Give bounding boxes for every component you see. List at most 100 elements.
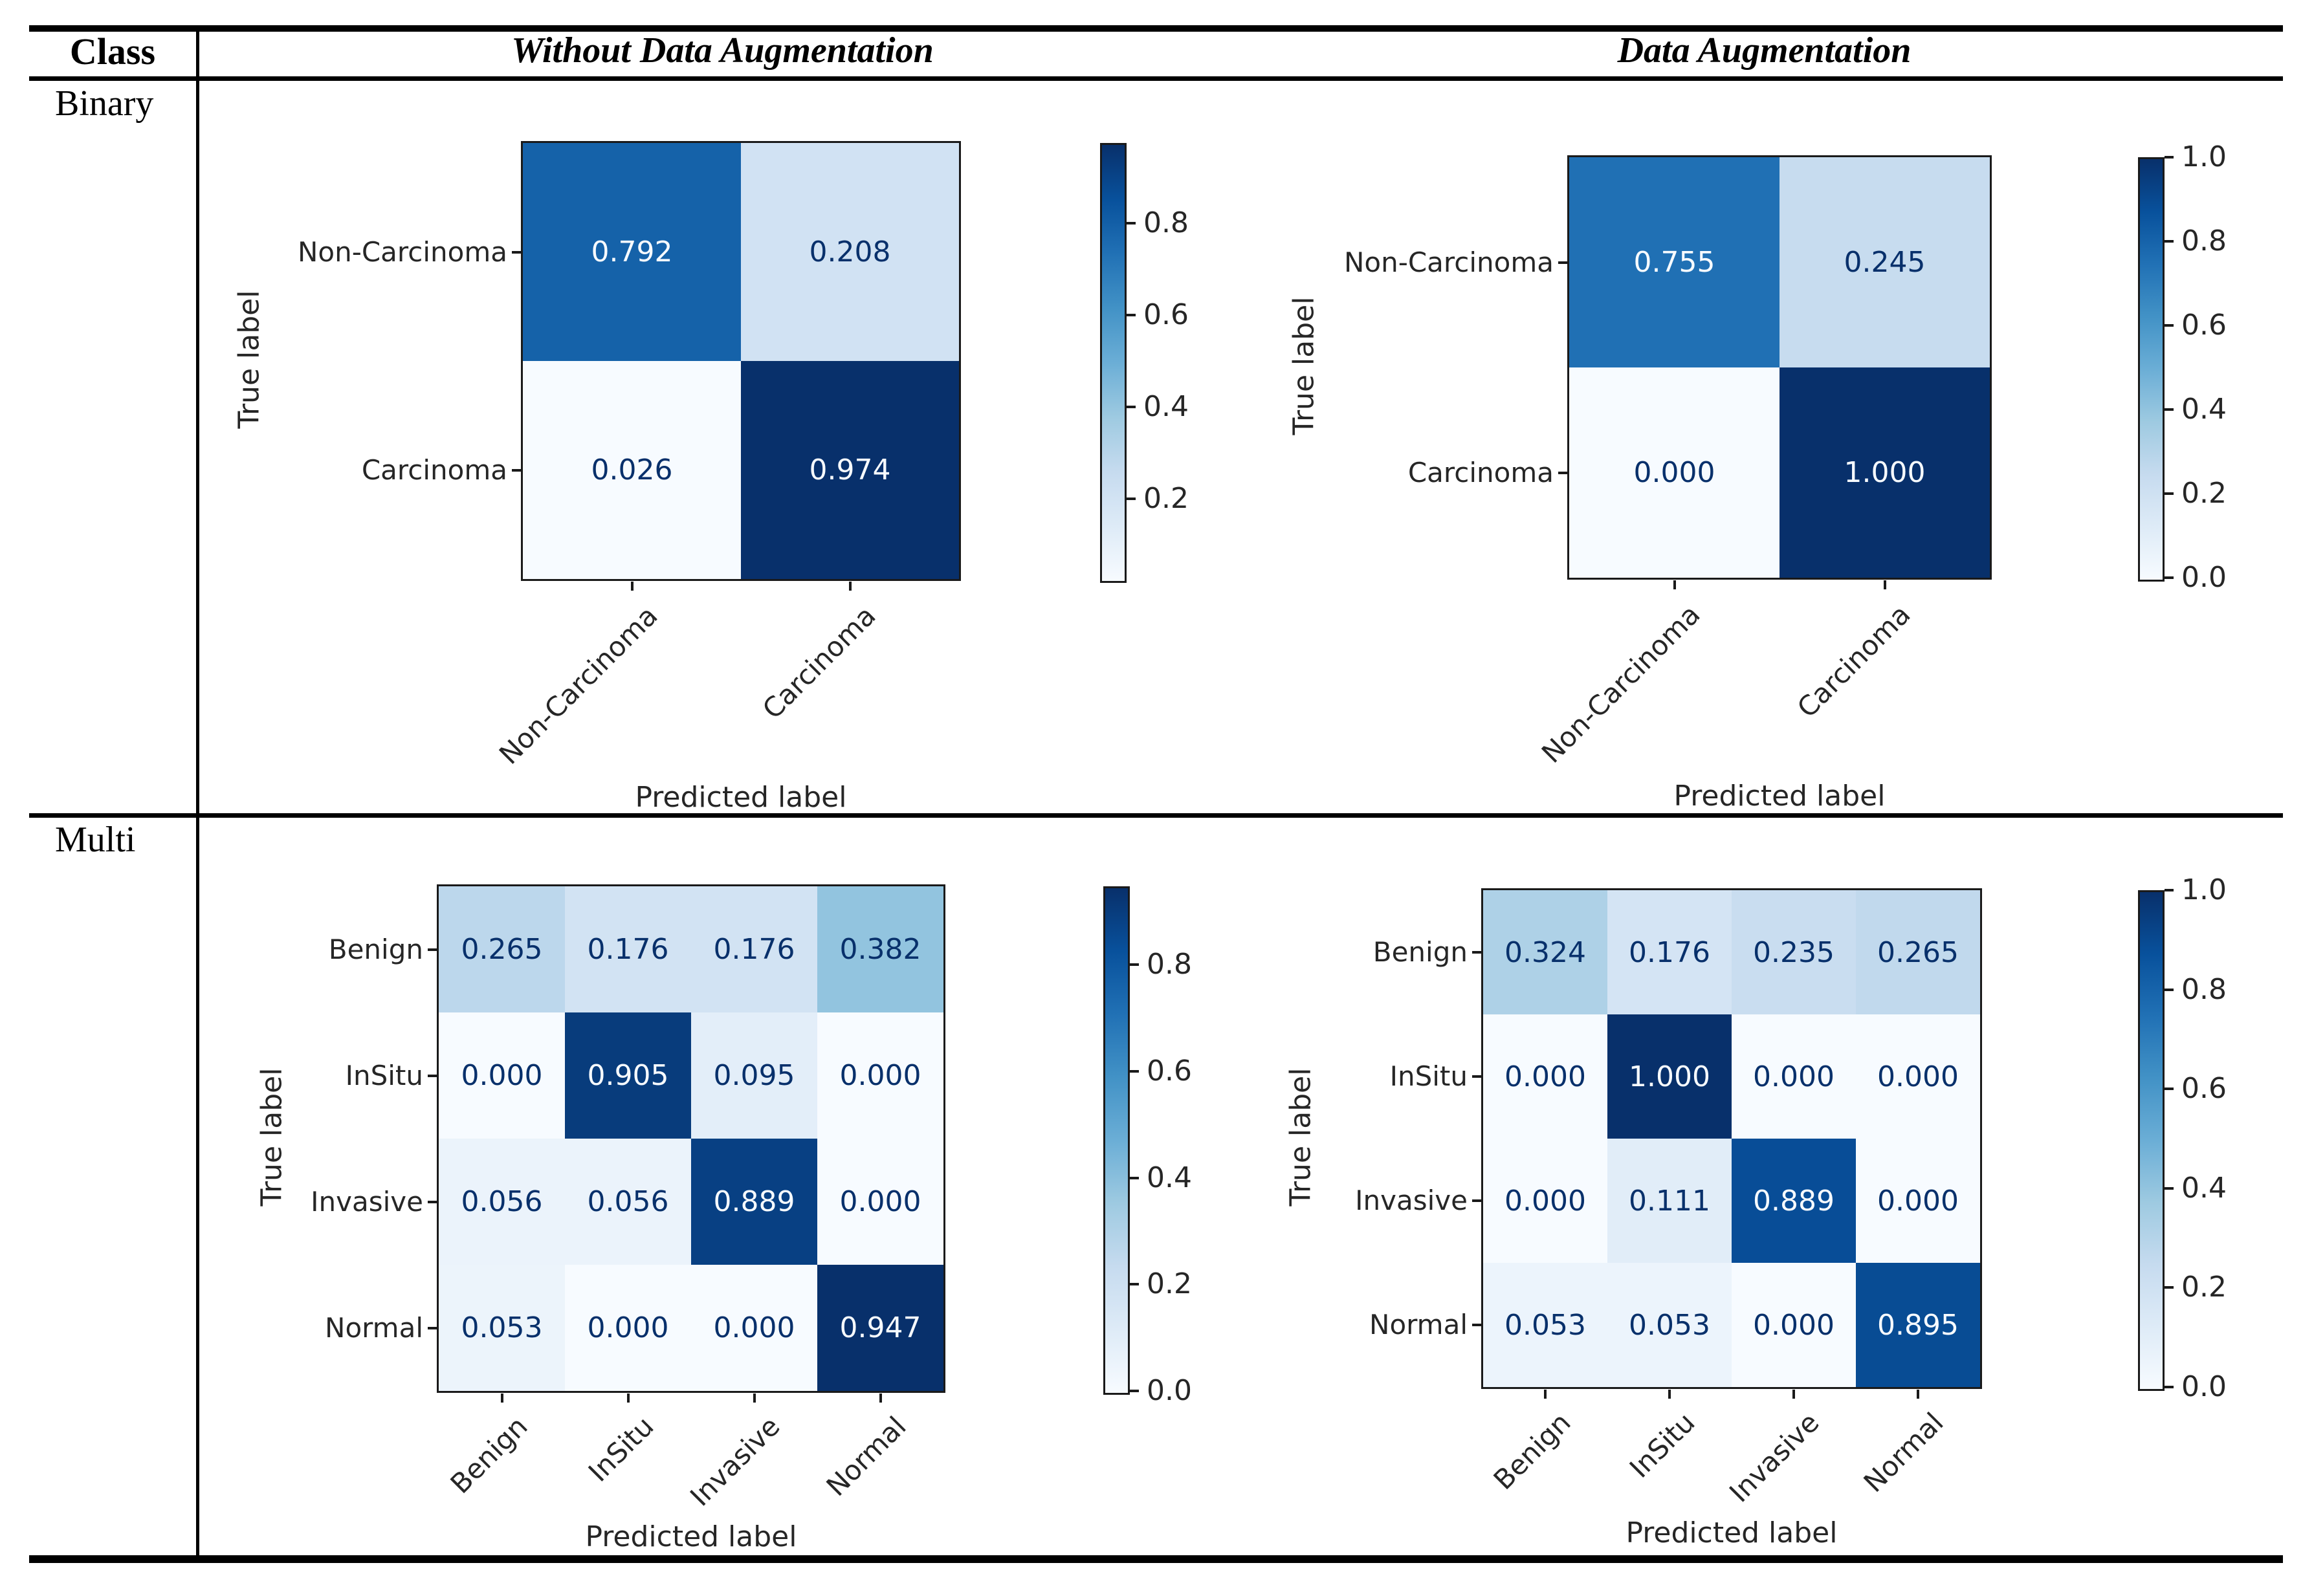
matrix-cell: 0.000 [1856, 1139, 1980, 1263]
matrix-cell-value: 0.382 [839, 933, 921, 966]
matrix-cell: 0.905 [565, 1012, 691, 1139]
y-tick-label: Carcinoma [361, 454, 507, 486]
matrix-cell-value: 0.000 [1633, 456, 1715, 489]
row-header-multi: Multi [55, 820, 136, 860]
matrix-cell: 0.053 [1607, 1263, 1732, 1387]
matrix-cell-value: 0.000 [1504, 1184, 1586, 1218]
y-tick-label: Normal [325, 1311, 423, 1344]
table-header-underline [29, 76, 2283, 81]
matrix-cell-value: 0.000 [839, 1059, 921, 1092]
colorbar-tick-mark [1130, 963, 1139, 967]
colorbar-tick-mark [2165, 1386, 2174, 1388]
column-header-data-augmentation: Data Augmentation [1617, 30, 1912, 71]
matrix-cell-value: 0.245 [1844, 246, 1926, 279]
heatmap-matrix: 0.755 0.245 0.000 1.000 [1567, 155, 1992, 580]
matrix-cell: 0.000 [1569, 367, 1780, 578]
colorbar-tick-mark [2165, 576, 2174, 579]
matrix-cell-value: 0.265 [461, 933, 543, 966]
colorbar-tick-label: 1.0 [2181, 140, 2227, 173]
matrix-cell-value: 0.176 [713, 933, 795, 966]
matrix-cell-value: 0.053 [1629, 1308, 1710, 1342]
colorbar-tick-label: 0.4 [1147, 1161, 1192, 1194]
x-tick-label: Benign [1487, 1406, 1577, 1496]
matrix-cell-value: 0.889 [1753, 1184, 1835, 1218]
matrix-cell-value: 0.755 [1633, 246, 1715, 279]
y-tick-mark [1558, 471, 1567, 474]
matrix-cell-value: 0.000 [1753, 1060, 1835, 1093]
table-border-top [29, 25, 2283, 32]
x-tick-mark [500, 1394, 503, 1403]
colorbar-tick-label: 0.0 [2181, 561, 2227, 594]
matrix-cell-value: 0.053 [1504, 1308, 1586, 1342]
y-tick-mark [428, 1326, 437, 1329]
matrix-cell-value: 0.095 [713, 1059, 795, 1092]
x-tick-label: Invasive [1723, 1406, 1825, 1509]
colorbar-tick-mark [2165, 408, 2174, 411]
colorbar [1103, 886, 1130, 1395]
y-tick-label: Invasive [1355, 1185, 1468, 1216]
y-tick-mark [512, 250, 521, 254]
y-tick-label: Benign [328, 933, 423, 965]
colorbar-tick-label: 0.4 [2181, 393, 2227, 426]
colorbar-tick-mark [2165, 324, 2174, 327]
matrix-cell: 0.026 [523, 361, 741, 579]
matrix-cell: 0.889 [691, 1139, 817, 1265]
matrix-cell: 0.000 [439, 1012, 565, 1139]
x-tick-mark [879, 1394, 882, 1403]
matrix-cell-value: 0.053 [461, 1311, 543, 1344]
colorbar-tick-label: 0.2 [2181, 477, 2227, 510]
matrix-cell: 0.947 [817, 1265, 943, 1391]
colorbar [1100, 143, 1127, 583]
heatmap-matrix: 0.324 0.176 0.235 0.265 0.000 1.000 0.000 0.000… [1481, 888, 1982, 1389]
heatmap-matrix: 0.265 0.176 0.176 0.382 0.000 0.905 0.095 0.000… [437, 884, 945, 1393]
x-tick-mark [1544, 1390, 1547, 1399]
matrix-cell: 0.000 [1483, 1139, 1607, 1263]
y-tick-mark [1472, 951, 1481, 954]
colorbar-tick-label: 0.6 [2181, 1072, 2227, 1106]
colorbar-tick-mark [1127, 406, 1136, 409]
x-axis-label: Predicted label [585, 1520, 797, 1553]
matrix-cell: 0.000 [565, 1265, 691, 1391]
x-tick-mark [626, 1394, 630, 1403]
matrix-cell-value: 0.889 [713, 1185, 795, 1218]
matrix-cell: 0.895 [1856, 1263, 1980, 1387]
colorbar-tick-mark [2165, 1286, 2174, 1289]
y-tick-label: Invasive [311, 1185, 423, 1218]
x-axis-label: Predicted label [1625, 1516, 1838, 1549]
x-tick-mark [1668, 1390, 1671, 1399]
matrix-cell: 0.176 [565, 886, 691, 1012]
matrix-cell-value: 0.000 [713, 1311, 795, 1344]
y-tick-label: InSitu [1389, 1060, 1468, 1092]
x-tick-mark [630, 582, 634, 591]
matrix-cell-value: 0.176 [587, 933, 669, 966]
matrix-cell-value: 0.905 [587, 1059, 669, 1092]
matrix-cell-value: 0.235 [1753, 935, 1835, 969]
x-tick-mark [1917, 1390, 1919, 1399]
x-tick-mark [1792, 1390, 1795, 1399]
matrix-cell: 0.792 [523, 143, 741, 361]
matrix-cell-value: 0.208 [809, 235, 891, 268]
matrix-cell: 0.053 [439, 1265, 565, 1391]
matrix-cell-value: 0.324 [1504, 935, 1586, 969]
colorbar-tick-mark [1130, 1176, 1139, 1179]
colorbar-tick-mark [1130, 1283, 1139, 1286]
colorbar [2138, 157, 2165, 582]
y-tick-mark [428, 948, 437, 951]
matrix-cell: 0.245 [1780, 157, 1990, 367]
matrix-cell-value: 0.000 [1877, 1184, 1959, 1218]
matrix-cell: 0.095 [691, 1012, 817, 1139]
colorbar-tick-label: 0.8 [2181, 224, 2227, 257]
colorbar-tick-mark [1127, 313, 1136, 316]
matrix-cell-value: 0.792 [591, 235, 673, 268]
matrix-cell: 0.056 [439, 1139, 565, 1265]
matrix-cell: 0.111 [1607, 1139, 1732, 1263]
colorbar-tick-mark [2165, 1088, 2174, 1091]
heatmap-matrix: 0.792 0.208 0.026 0.974 [521, 141, 961, 581]
matrix-cell: 0.000 [817, 1139, 943, 1265]
matrix-cell: 0.889 [1732, 1139, 1856, 1263]
matrix-cell-value: 0.895 [1877, 1308, 1959, 1342]
matrix-cell-value: 0.026 [591, 454, 673, 486]
y-tick-label: Normal [1369, 1309, 1468, 1340]
